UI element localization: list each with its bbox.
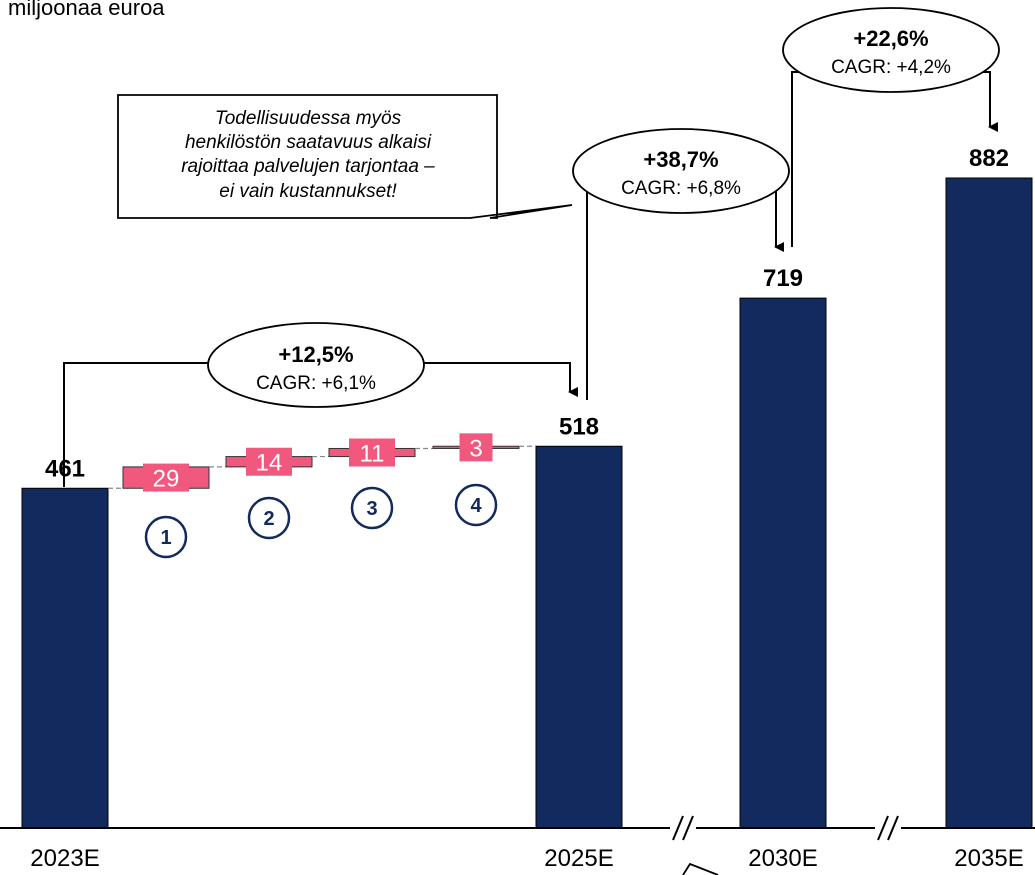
axis-break-2 [875,815,901,841]
step-value-1: 29 [153,466,180,493]
growth-pct-3: +22,6% [853,26,928,51]
callout-bubble [117,94,573,219]
step-marker-number-3: 3 [366,498,377,520]
step-label-box-3 [349,438,395,467]
bar-2023E [21,487,109,829]
x-tick-label-2030E: 2030E [748,845,817,872]
growth-pct-2: +38,7% [643,147,718,172]
step-marker-number-2: 2 [263,508,274,530]
bar-2035E [945,177,1033,829]
step-marker-number-4: 4 [470,495,482,517]
value-label-2035E: 882 [969,145,1009,172]
callout-line-2: henkilöstön saatavuus alkaisi [185,132,432,153]
bar-2030E [739,297,827,829]
callout-line-3: rajoittaa palvelujen tarjontaa – [181,156,435,177]
value-label-2030E: 719 [763,265,803,292]
growth-pct-1: +12,5% [278,342,353,367]
growth-bracket-3: +22,6% CAGR: +4,2% [782,7,1000,247]
growth-cagr-1: CAGR: +6,1% [256,373,376,394]
step-marker-number-1: 1 [160,527,171,549]
growth-bracket-2: +38,7% CAGR: +6,8% [572,128,790,400]
step-marker-circle-3 [350,486,394,530]
step-marker-circle-4 [454,483,498,527]
callout-line-1: Todellisuudessa myös [215,108,402,129]
step-label-box-1 [143,463,189,492]
value-label-2025E: 518 [559,413,599,440]
unit-label: miljoonaa euroa [8,0,165,20]
growth-ellipse-1 [207,322,425,408]
x-tick-label-2025E: 2025E [544,845,613,872]
axis-break-1 [670,815,696,841]
growth-bracket-1: +12,5% CAGR: +6,1% [63,322,578,487]
growth-ellipse-2 [572,128,790,214]
step-value-2: 14 [256,450,283,477]
step-value-3: 11 [360,441,385,468]
decorative-wedge [682,862,719,875]
step-label-box-2 [246,447,292,476]
step-value-4: 3 [469,435,482,462]
callout-line-4: ei vain kustannukset! [219,181,397,202]
growth-cagr-3: CAGR: +4,2% [831,57,951,78]
step-label-box-4 [459,433,493,462]
bar-2025E [535,445,623,829]
x-tick-label-2035E: 2035E [954,845,1023,872]
x-tick-label-2023E: 2023E [30,845,99,872]
growth-ellipse-3 [782,7,1000,93]
step-marker-circle-1 [144,515,188,559]
growth-cagr-2: CAGR: +6,8% [621,178,741,199]
value-label-2023E: 461 [45,455,85,482]
callout: Todellisuudessa myös henkilöstön saatavu… [117,94,573,219]
step-marker-circle-2 [247,496,291,540]
